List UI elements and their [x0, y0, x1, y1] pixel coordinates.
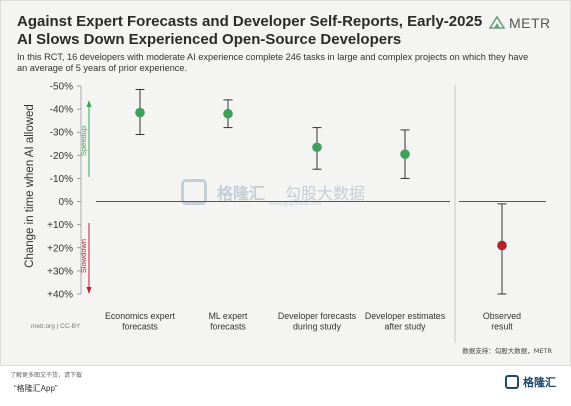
footer-logo-icon — [505, 375, 519, 389]
metr-logo: METR — [489, 15, 551, 31]
speedup-arrowhead — [86, 100, 92, 107]
slowdown-arrowhead — [86, 287, 92, 294]
y-tick-label: +10% — [47, 220, 73, 231]
title-line-1: Against Expert Forecasts and Developer S… — [17, 13, 483, 30]
chart-credit: metr.org | CC-BY — [31, 323, 81, 330]
watermark-url: www.gogudata.com — [269, 201, 322, 207]
y-tick-label: +20% — [47, 243, 73, 254]
data-point — [497, 240, 507, 251]
x-tick-label: forecasts — [122, 322, 158, 332]
chart-subtitle: In this RCT, 16 developers with moderate… — [17, 52, 529, 73]
y-tick-label: +40% — [47, 290, 73, 301]
data-point — [135, 107, 145, 118]
title-line-2: AI Slows Down Experienced Open-Source De… — [17, 31, 402, 48]
x-tick-label: after study — [384, 322, 426, 332]
watermark: 格隆汇 勾股大数据 www.gogudata.com — [181, 179, 366, 207]
chart-title: Against Expert Forecasts and Developer S… — [17, 13, 487, 49]
y-tick-label: -50% — [50, 82, 73, 93]
x-tick-label: Observed — [483, 311, 521, 321]
footer-app-text: “格隆汇App” — [14, 384, 58, 393]
y-axis-title: Change in time when AI allowed — [24, 104, 36, 268]
y-tick-label: -10% — [50, 174, 73, 185]
metr-logo-icon — [489, 16, 505, 29]
x-tick-label: result — [491, 322, 513, 332]
chart-source-note: 数据支持：勾股大数据，METR — [462, 346, 552, 355]
x-tick-label: Developer estimates — [365, 311, 446, 321]
x-tick-label: during study — [293, 322, 342, 332]
y-tick-label: +30% — [47, 266, 73, 277]
data-point — [312, 142, 322, 153]
footer-logo-text: 格隆汇 — [523, 377, 556, 389]
metr-logo-text: METR — [509, 15, 551, 31]
chart-card: Against Expert Forecasts and Developer S… — [0, 0, 571, 366]
watermark-logo-icon — [181, 179, 207, 205]
watermark-text: 格隆汇 — [217, 186, 266, 203]
data-point — [400, 149, 410, 159]
x-tick-label: Developer forecasts — [278, 311, 357, 321]
x-tick-label: ML expert — [209, 311, 248, 321]
chart-plot: -50% -40% -30% -20% -10% 0% +10% +20% +30% +40% Ch… — [24, 82, 552, 356]
y-tick-label: -30% — [50, 128, 73, 139]
y-tick-label: -40% — [50, 105, 73, 116]
speedup-label: Speedup — [79, 126, 88, 156]
slowdown-label: Slowdown — [79, 239, 88, 273]
footer-logo: 格隆汇 — [505, 374, 556, 390]
watermark-text-2: 勾股大数据 — [285, 186, 366, 203]
data-point — [223, 108, 233, 119]
x-tick-label: Economics expert — [105, 311, 175, 321]
y-tick-label: -20% — [50, 151, 73, 162]
footer-more-text: 了解更多图文干货，请下载 — [10, 373, 83, 379]
x-tick-label: forecasts — [210, 322, 246, 332]
y-tick-label: 0% — [59, 197, 74, 208]
